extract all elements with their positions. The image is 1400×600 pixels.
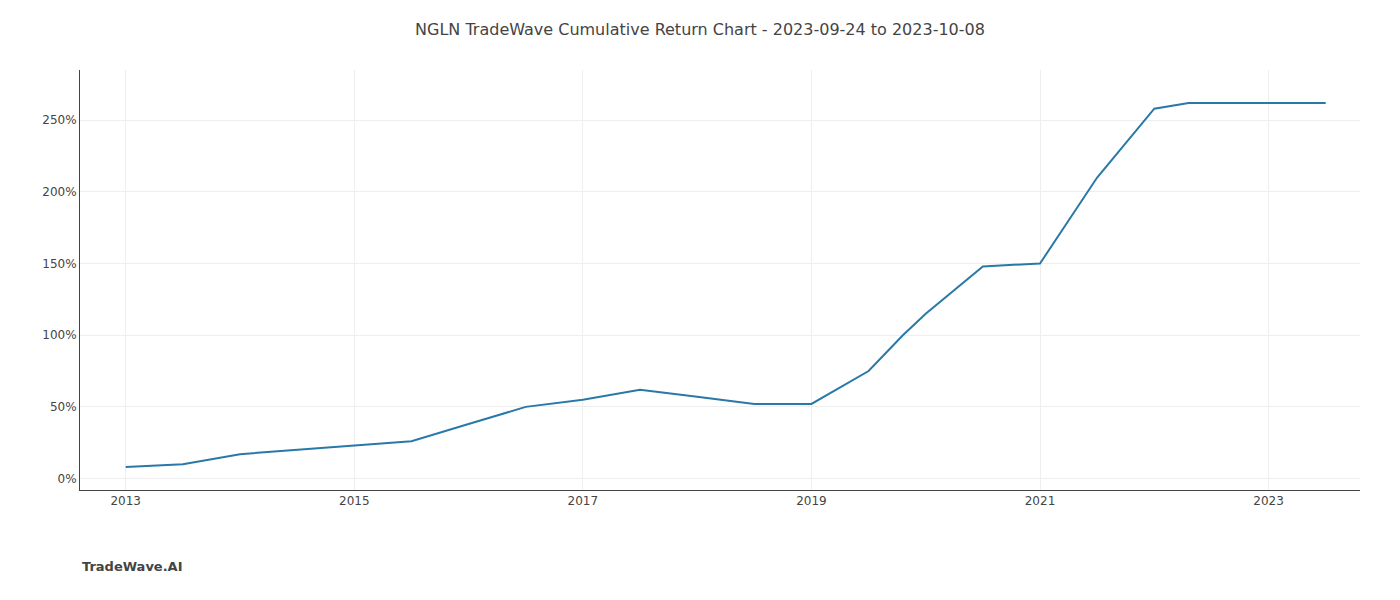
- svg-text:2017: 2017: [568, 494, 599, 508]
- svg-text:2013: 2013: [110, 494, 141, 508]
- svg-text:100%: 100%: [42, 328, 76, 342]
- svg-text:2019: 2019: [796, 494, 827, 508]
- svg-text:0%: 0%: [58, 472, 77, 486]
- svg-text:50%: 50%: [50, 400, 77, 414]
- svg-text:2021: 2021: [1025, 494, 1056, 508]
- svg-text:2023: 2023: [1253, 494, 1284, 508]
- svg-text:NGLN TradeWave Cumulative Retu: NGLN TradeWave Cumulative Return Chart -…: [415, 20, 985, 39]
- svg-text:150%: 150%: [42, 257, 76, 271]
- svg-text:250%: 250%: [42, 113, 76, 127]
- svg-text:TradeWave.AI: TradeWave.AI: [82, 559, 183, 574]
- svg-text:200%: 200%: [42, 185, 76, 199]
- svg-text:2015: 2015: [339, 494, 370, 508]
